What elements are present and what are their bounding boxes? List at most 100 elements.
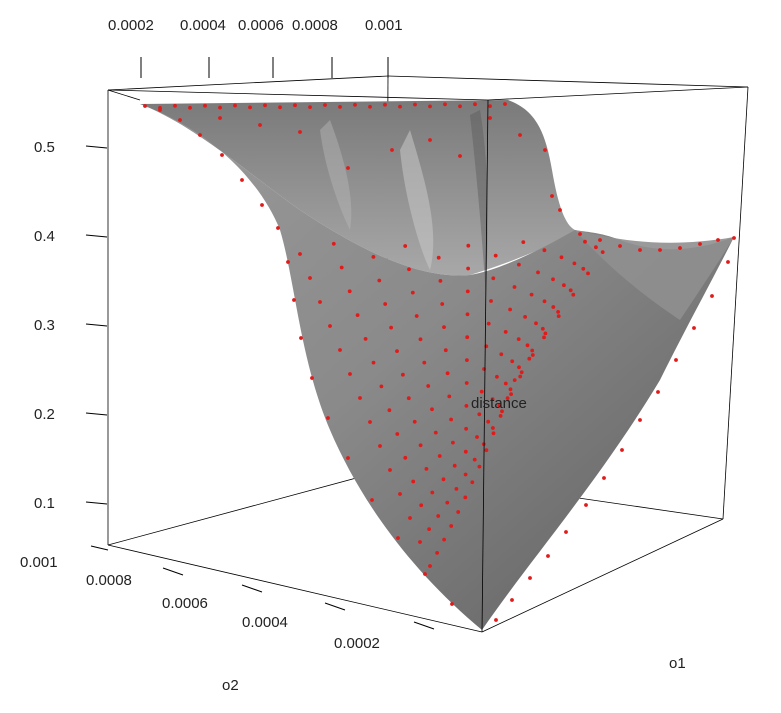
o2-tick-label-1: 0.001 [20, 554, 58, 571]
data-point [292, 298, 296, 302]
data-point [338, 105, 342, 109]
data-point [371, 360, 376, 365]
data-point [348, 372, 352, 376]
data-point [732, 236, 736, 240]
data-point [424, 467, 429, 471]
top-tick-label-4: 0.0008 [292, 17, 338, 34]
bounding-box-front [107, 86, 749, 633]
z-tick-1 [85, 145, 108, 149]
o2-tick-label-2: 0.0008 [86, 572, 132, 589]
data-point [465, 289, 470, 294]
top-axis: 0.0002 0.0004 0.0006 0.0008 0.001 [108, 17, 403, 78]
data-point [426, 384, 431, 388]
data-point [368, 104, 372, 109]
data-point [572, 261, 577, 266]
data-point [486, 419, 491, 424]
data-point [390, 148, 394, 152]
data-point [578, 232, 582, 236]
top-tick-label-5: 0.001 [365, 17, 403, 34]
data-point [463, 472, 468, 477]
data-point [464, 426, 468, 431]
data-point [519, 370, 524, 375]
data-point [443, 102, 447, 107]
data-point [447, 394, 452, 399]
data-point [464, 381, 469, 385]
data-point [562, 283, 566, 288]
o2-tick-5 [413, 621, 435, 630]
data-point [220, 153, 224, 157]
data-point [198, 133, 202, 137]
data-point [403, 244, 408, 248]
data-point [260, 203, 264, 207]
data-point [379, 384, 384, 389]
o2-tick-1 [90, 545, 109, 551]
data-point [518, 374, 523, 379]
data-point [470, 480, 475, 485]
data-point [618, 244, 622, 248]
data-point [430, 490, 435, 495]
data-point [479, 389, 484, 394]
data-point [600, 250, 605, 255]
data-point [463, 449, 468, 454]
data-point [299, 336, 303, 340]
data-point [556, 310, 560, 314]
data-point [546, 554, 550, 558]
o2-axis-title: o2 [222, 677, 239, 694]
data-point [318, 300, 322, 304]
top-tick-label-1: 0.0002 [108, 17, 154, 34]
data-point [490, 397, 495, 402]
data-point [458, 154, 462, 158]
surface-right-ridge [575, 230, 734, 320]
z-tick-4 [85, 412, 108, 416]
data-point [408, 516, 412, 520]
o2-tick-label-4: 0.0004 [242, 614, 288, 631]
data-point [491, 276, 496, 281]
data-point [412, 419, 417, 424]
data-point [445, 500, 450, 505]
data-point [378, 444, 382, 448]
z-axis: 0.5 0.4 0.3 0.2 0.1 [34, 139, 108, 512]
data-point [331, 241, 336, 246]
data-point [383, 102, 387, 107]
data-point [465, 312, 470, 317]
data-point [452, 463, 457, 468]
data-point [423, 572, 427, 576]
surface-highlight-2 [320, 120, 352, 230]
data-point [387, 408, 392, 413]
data-point [540, 326, 545, 331]
o2-tick-label-3: 0.0006 [162, 595, 208, 612]
data-point [435, 551, 439, 555]
data-point [529, 292, 534, 297]
data-point [486, 321, 491, 326]
data-point [445, 371, 450, 376]
data-point [414, 314, 419, 318]
data-point [698, 242, 702, 246]
data-point [503, 330, 508, 334]
data-point [530, 348, 535, 353]
data-point [550, 194, 554, 198]
data-point [498, 414, 503, 418]
data-point [389, 325, 393, 330]
data-point [419, 503, 424, 508]
data-point [571, 292, 576, 297]
z-tick-label-5: 0.1 [34, 495, 55, 512]
data-point [418, 443, 423, 448]
data-point [436, 255, 441, 260]
data-point [581, 266, 586, 271]
data-point [508, 307, 512, 312]
data-point [556, 314, 561, 318]
data-point [308, 276, 312, 280]
data-point [542, 299, 547, 304]
data-point [158, 108, 162, 112]
data-point [491, 426, 495, 430]
data-point [418, 337, 423, 342]
o1-axis-title: o1 [669, 655, 686, 672]
data-point [466, 266, 470, 271]
data-point [428, 104, 432, 109]
data-point [534, 321, 538, 326]
data-point [472, 457, 477, 462]
data-point [371, 255, 376, 259]
data-point [488, 116, 492, 120]
data-point [508, 387, 513, 392]
data-point [489, 299, 493, 303]
